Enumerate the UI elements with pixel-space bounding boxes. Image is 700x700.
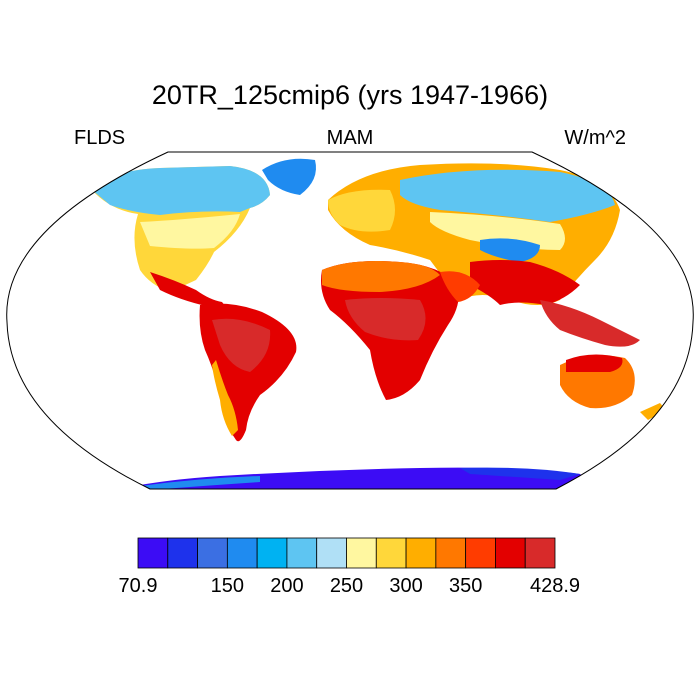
colorbar-swatch bbox=[167, 537, 198, 569]
colorbar-swatch bbox=[286, 537, 318, 569]
colorbar-swatch bbox=[465, 537, 496, 569]
north-america-mid bbox=[140, 214, 240, 249]
colorbar-swatch bbox=[137, 537, 169, 569]
antarctica-edge bbox=[140, 476, 260, 489]
central-america bbox=[150, 272, 230, 313]
colorbar-swatch bbox=[256, 537, 288, 569]
season-label: MAM bbox=[326, 127, 374, 149]
australia-north bbox=[566, 354, 623, 372]
map-title: 20TR_125cmip6 (yrs 1947-1966) bbox=[151, 80, 549, 110]
indonesia-islands bbox=[540, 300, 640, 347]
colorbar-tick-label: 300 bbox=[389, 575, 422, 597]
central-asia bbox=[430, 212, 565, 250]
variable-label: FLDS bbox=[74, 127, 126, 149]
colorbar-swatch bbox=[346, 537, 377, 569]
colorbar-swatch bbox=[226, 537, 258, 569]
colorbar-tick-label: 250 bbox=[330, 575, 363, 597]
greenland bbox=[262, 158, 316, 195]
colorbar-swatch bbox=[197, 537, 228, 569]
sahara bbox=[322, 261, 440, 292]
globe-outline bbox=[6, 151, 694, 490]
colorbar-swatch bbox=[495, 537, 526, 569]
south-asia bbox=[470, 260, 580, 305]
europe bbox=[328, 189, 395, 232]
colorbar-swatch bbox=[405, 537, 437, 569]
siberia bbox=[400, 169, 615, 222]
colorbar-swatch bbox=[375, 537, 407, 569]
colorbar-swatch bbox=[316, 537, 347, 569]
tibet bbox=[480, 238, 540, 262]
colorbar-tick-label: 350 bbox=[449, 575, 482, 597]
andes-strip bbox=[212, 360, 238, 436]
colorbar-swatch bbox=[524, 537, 556, 569]
colorbar-tick-label: 200 bbox=[270, 575, 303, 597]
colorbar-tick-label: 70.9 bbox=[119, 575, 158, 597]
units-label: W/m^2 bbox=[564, 127, 626, 149]
colorbar-tick-label: 428.9 bbox=[530, 575, 580, 597]
colorbar-tick-label: 150 bbox=[211, 575, 244, 597]
colorbar-swatch bbox=[435, 537, 467, 569]
north-america-north bbox=[92, 166, 270, 215]
antarctica-edge-east bbox=[460, 467, 580, 480]
new-zealand bbox=[640, 403, 666, 420]
south-america-core bbox=[212, 318, 271, 372]
central-africa bbox=[345, 298, 426, 341]
arabia bbox=[440, 271, 480, 302]
